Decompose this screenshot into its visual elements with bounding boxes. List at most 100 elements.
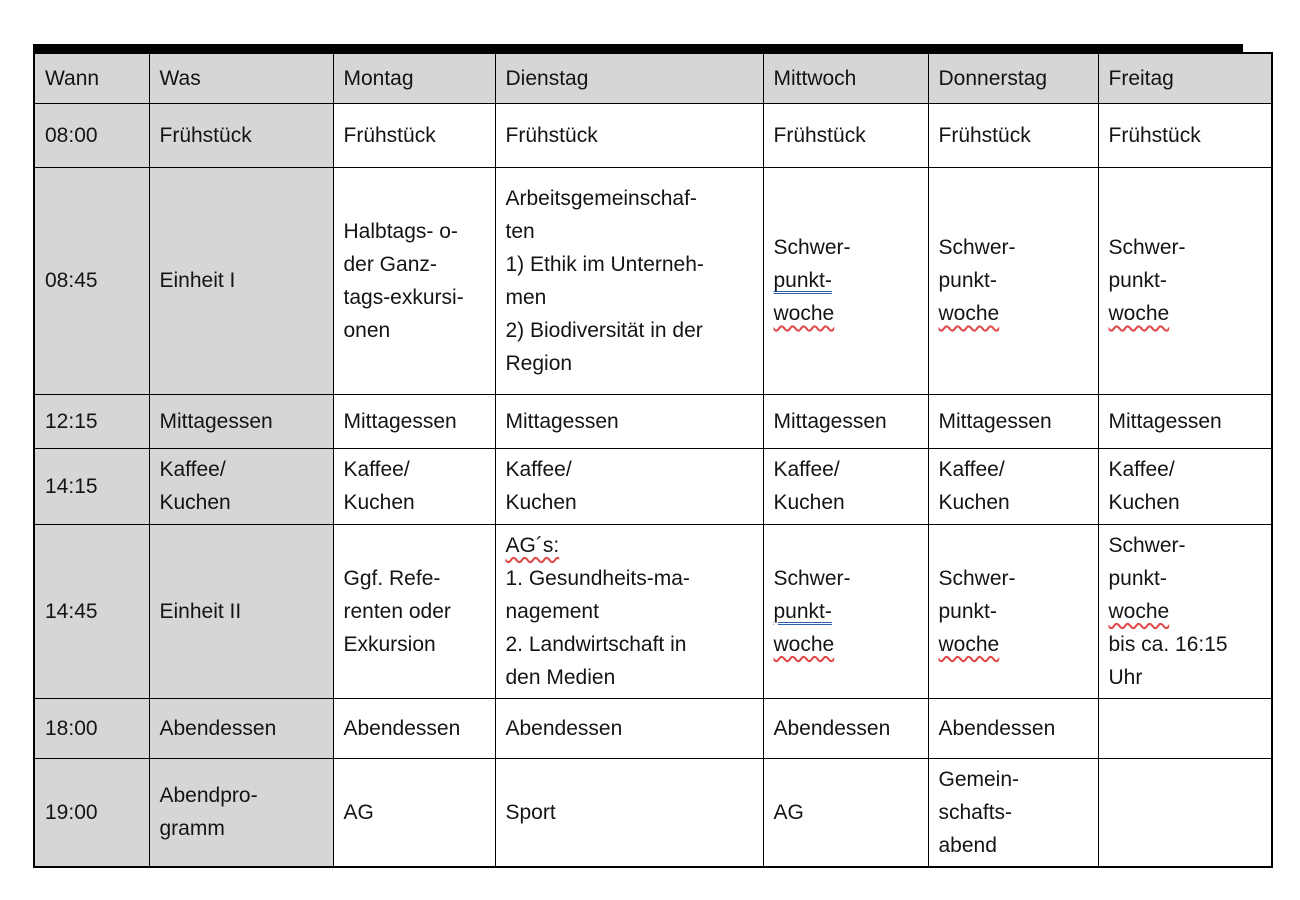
time-label: 18:00 [45,716,98,740]
cell-text: Schwer- [938,236,1016,259]
cell-text: Abendessen [505,716,623,740]
cell-text: Region [505,351,573,375]
cell-text: Kuchen [938,491,1010,514]
cell-text: Kuchen [505,491,577,514]
cell-text: punkt- [938,599,997,623]
cell-text: Abendessen [938,716,1056,740]
cell-montag-0845: Halbtags- o-der Ganz-tags-exkursi-onen [332,166,496,395]
cell-dienstag-1900: Sport [494,757,764,867]
cell-donnerstag-1215: Mittagessen [927,393,1099,449]
cell-text: Schwer- [1108,533,1186,557]
cell-text: Einheit II [159,599,242,623]
cell-montag-1800: Abendessen [332,697,496,759]
cell-dienstag-1800: Abendessen [494,697,764,759]
cell-time-1800: 18:00 [33,697,150,759]
table-row-0845: 08:45 Einheit I Halbtags- o-der Ganz-tags-… [33,166,1273,395]
cell-freitag-0800: Frühstück [1097,102,1273,168]
cell-text: Frühstück [505,123,598,147]
cell-text: Kaffee/ [343,458,410,481]
spellcheck-marked-text: woche [1108,599,1170,623]
cell-mittwoch-1215: Mittagessen [762,393,929,449]
cell-was-1215: Mittagessen [148,393,334,449]
cell-freitag-1415: Kaffee/Kuchen [1097,447,1273,525]
cell-text: Schwer- [773,236,851,259]
cell-text: schafts- [938,800,1013,824]
column-header-freitag: Freitag [1097,52,1273,104]
cell-donnerstag-1445: Schwer-punkt-woche [927,523,1099,699]
cell-was-1800: Abendessen [148,697,334,759]
cell-montag-1415: Kaffee/Kuchen [332,447,496,525]
cell-text: 1) Ethik im Unterneh- [505,252,704,276]
table-row-1800: 18:00 Abendessen Abendessen Abendessen Abend… [33,697,1273,759]
cell-text: tags-exkursi- [343,285,464,309]
cell-was-1445: Einheit II [148,523,334,699]
column-header-was: Was [148,52,334,104]
cell-text: Abendessen [773,716,891,740]
cell-was-0845: Einheit I [148,166,334,395]
cell-freitag-1900 [1097,757,1273,867]
grammar-marked-text: punkt- [773,599,832,623]
cell-text: Uhr [1108,665,1143,689]
cell-text: Frühstück [159,123,252,147]
cell-donnerstag-0800: Frühstück [927,102,1099,168]
cell-text: punkt- [1108,269,1167,292]
cell-text: renten oder [343,599,451,623]
cell-text: Mittagessen [773,409,887,433]
table-row-1445: 14:45 Einheit II Ggf. Refe-renten oder Exku… [33,523,1273,699]
cell-text: Kaffee/ [159,458,226,481]
schedule-table: Wann Was Montag Dienstag Mittwoch Donnerstag F… [33,52,1273,868]
time-label: 19:00 [45,800,98,824]
cell-text: Gemein- [938,767,1020,791]
column-header-time: Wann [33,52,150,104]
table-row-1415: 14:15 Kaffee/Kuchen Kaffee/Kuchen Kaffee/Ku… [33,447,1273,525]
cell-time-0845: 08:45 [33,166,150,395]
cell-text: Kaffee/ [1108,458,1175,481]
cell-text: 2. Landwirtschaft in [505,632,687,656]
table-row-1900: 19:00 Abendpro-gramm AG Sport AG Gemein-schaf… [33,757,1273,867]
cell-text: Frühstück [938,123,1031,147]
cell-text: nagement [505,599,599,623]
cell-text: Frühstück [343,123,436,147]
cell-text: punkt- [1108,566,1167,590]
cell-text: Mittagessen [159,409,273,433]
cell-text: Kaffee/ [938,458,1005,481]
cell-text: Kuchen [1108,491,1180,514]
cell-text: der Ganz- [343,252,437,276]
cell-text: Halbtags- o- [343,219,458,243]
time-label: 08:00 [45,123,98,147]
table-row-1215: 12:15 Mittagessen Mittagessen Mittagessen Mi… [33,393,1273,449]
cell-text: Frühstück [773,123,866,147]
cell-text: Mittagessen [343,409,457,433]
time-label: 12:15 [45,409,98,433]
cell-montag-1445: Ggf. Refe-renten oder Exkursion [332,523,496,699]
cell-time-1415: 14:15 [33,447,150,525]
cell-text: onen [343,318,391,342]
cell-text: Kuchen [773,491,845,514]
cell-text: AG [773,800,804,824]
cell-mittwoch-1900: AG [762,757,929,867]
cell-text: Einheit I [159,269,236,292]
cell-montag-1900: AG [332,757,496,867]
cell-freitag-1215: Mittagessen [1097,393,1273,449]
time-label: 08:45 [45,269,98,292]
cell-text: Kuchen [159,491,231,514]
cell-text: Mittagessen [1108,409,1222,433]
cell-was-1900: Abendpro-gramm [148,757,334,867]
cell-text: Abendpro- [159,784,258,807]
cell-mittwoch-1415: Kaffee/Kuchen [762,447,929,525]
cell-donnerstag-0845: Schwer-punkt-woche [927,166,1099,395]
cell-text: 2) Biodiversität in der [505,318,703,342]
cell-freitag-1445: Schwer-punkt-woche bis ca. 16:15 Uhr [1097,523,1273,699]
cell-time-0800: 08:00 [33,102,150,168]
cell-donnerstag-1800: Abendessen [927,697,1099,759]
cell-mittwoch-1800: Abendessen [762,697,929,759]
cell-text: Arbeitsgemeinschaf- [505,186,697,210]
spellcheck-marked-text: woche [938,302,1000,325]
cell-text: den Medien [505,665,616,689]
cell-time-1900: 19:00 [33,757,150,867]
cell-text: Sport [505,800,556,824]
cell-mittwoch-0800: Frühstück [762,102,929,168]
column-header-donnerstag: Donnerstag [927,52,1099,104]
cell-text: bis ca. 16:15 [1108,632,1228,656]
